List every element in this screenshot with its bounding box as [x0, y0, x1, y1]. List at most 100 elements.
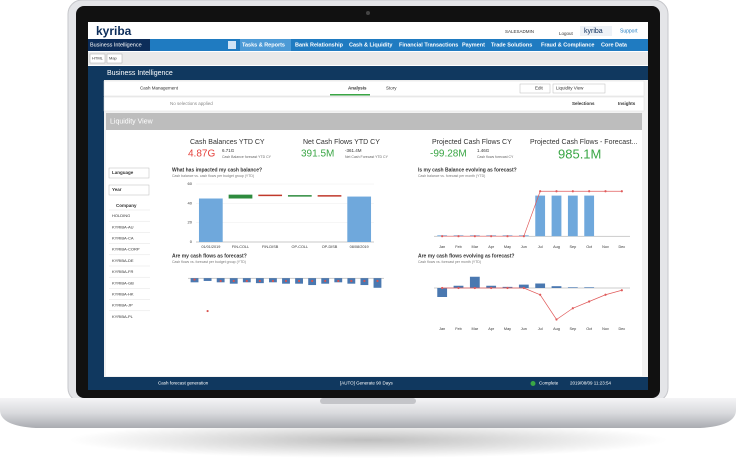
view-select[interactable]: [552, 83, 606, 94]
point: [604, 293, 607, 296]
page-title: Liquidity View: [110, 118, 154, 125]
company[interactable]: KYRIBA-GB: [112, 280, 134, 285]
point: [588, 190, 591, 193]
chart-title: What has impacted my cash balance?: [172, 167, 262, 173]
company[interactable]: KYRIBA-DE: [112, 258, 134, 263]
nav-item[interactable]: Fraud & Compliance: [541, 42, 594, 48]
bar: [287, 195, 312, 197]
company[interactable]: KYRIBA-AU: [112, 224, 134, 229]
support[interactable]: Support: [620, 28, 638, 34]
x-tick-label: OP-DISB: [322, 245, 338, 249]
nav-item[interactable]: Tasks & Reports: [242, 42, 285, 48]
x-tick-label: Dec: [618, 245, 625, 249]
bar: [518, 284, 529, 288]
x-tick-label: FIN-DISB: [262, 245, 279, 249]
point: [350, 279, 353, 283]
filter-box[interactable]: [108, 184, 150, 196]
chart-subtitle: Cash balance vs. cash flows per budget g…: [172, 174, 254, 178]
point: [539, 293, 542, 296]
x-tick-label: Nov: [602, 245, 609, 249]
status-bar: [104, 377, 648, 390]
edit[interactable]: Edit: [535, 86, 544, 91]
x-tick-label: May: [504, 327, 511, 331]
chart: Is my cash Balance evolving as forecast?…: [418, 167, 630, 249]
nav-item[interactable]: Payment: [462, 42, 485, 48]
nav-item[interactable]: Cash & Liquidity: [349, 42, 393, 48]
company[interactable]: KYRIBA-HK: [112, 291, 134, 296]
point: [271, 279, 275, 283]
point: [571, 307, 574, 310]
tab-label[interactable]: Map: [109, 56, 118, 61]
company[interactable]: HOLDING: [112, 213, 130, 218]
y-tick-label: 40: [188, 200, 193, 205]
insights[interactable]: Insights: [618, 101, 636, 106]
mode-tab[interactable]: Story: [386, 86, 397, 91]
active-tab: [330, 94, 370, 96]
point: [441, 235, 444, 238]
point: [555, 318, 558, 321]
nav-item[interactable]: Financial Transactions: [399, 42, 458, 48]
chart-title: Are my cash flows evolving as forecast?: [418, 253, 514, 259]
company[interactable]: KYRIBA-JP: [112, 303, 133, 308]
x-tick-label: FIN-COLL: [232, 245, 249, 249]
point: [337, 279, 340, 283]
bar: [469, 276, 480, 288]
status-time: 2019/08/09 11:23:54: [570, 381, 611, 386]
tab[interactable]: [89, 53, 106, 64]
kpi-title: Projected Cash Flows CY: [432, 139, 512, 146]
status-task: Cash forecast generation: [158, 381, 209, 386]
no-selections: No selections applied: [170, 101, 213, 106]
side-strip: [88, 66, 104, 390]
bar: [567, 195, 578, 237]
chart-subtitle: Cash balance vs. forecast per month (YTD…: [418, 174, 485, 178]
mode-tab[interactable]: Analysis: [348, 86, 367, 91]
point: [258, 279, 261, 283]
kpi-compare: -361.4M: [345, 148, 362, 153]
nav-item[interactable]: Core Data: [601, 42, 628, 48]
point: [441, 286, 444, 290]
app-header: [104, 66, 648, 80]
bar: [551, 286, 562, 288]
home-icon[interactable]: [228, 41, 236, 49]
chart: Are my cash flows as forecast?Cash flows…: [172, 253, 384, 313]
point: [324, 279, 327, 283]
x-tick-label: Sep: [569, 327, 576, 331]
page-title-bar: [106, 113, 642, 130]
y-tick-label: 20: [188, 220, 193, 225]
bar: [584, 287, 595, 288]
point: [473, 235, 476, 238]
tab[interactable]: [106, 53, 123, 64]
filter-label[interactable]: Language: [112, 170, 134, 175]
view[interactable]: Liquidity View: [556, 86, 584, 91]
company[interactable]: KYRIBA-PL: [112, 314, 134, 319]
filter-label[interactable]: Year: [112, 187, 122, 192]
chart: What has impacted my cash balance?Cash b…: [172, 167, 374, 249]
x-tick-label: Jan: [439, 245, 445, 249]
camera: [366, 11, 370, 15]
bar: [535, 195, 546, 237]
tab-label[interactable]: HTML: [92, 56, 104, 61]
kpi-compare-label: Net Cash Forecast YTD CY: [345, 155, 389, 159]
company[interactable]: KYRIBA-CORP: [112, 247, 140, 252]
y-tick-label: 0: [190, 239, 193, 244]
x-tick-label: Aug: [553, 245, 560, 249]
point: [522, 235, 525, 238]
edit-button[interactable]: [519, 83, 551, 94]
kpi-title: Projected Cash Flows - Forecast...: [530, 139, 637, 146]
company[interactable]: KYRIBA-FR: [112, 269, 133, 274]
bar: [486, 285, 497, 288]
filter-box[interactable]: [108, 167, 150, 179]
base: [0, 398, 736, 428]
kpi-compare: 6.71G: [222, 148, 235, 153]
logout[interactable]: Logout: [559, 31, 574, 36]
company[interactable]: KYRIBA-CA: [112, 235, 134, 240]
point: [193, 278, 196, 281]
bar: [535, 283, 546, 288]
kpi-compare: 1.46G: [477, 148, 490, 153]
nav-item[interactable]: Trade Solutions: [491, 42, 532, 48]
x-tick-label: Jun: [521, 327, 527, 331]
tab-row: [88, 52, 648, 65]
nav-item[interactable]: Bank Relationship: [295, 42, 344, 48]
selections[interactable]: Selections: [572, 101, 595, 106]
